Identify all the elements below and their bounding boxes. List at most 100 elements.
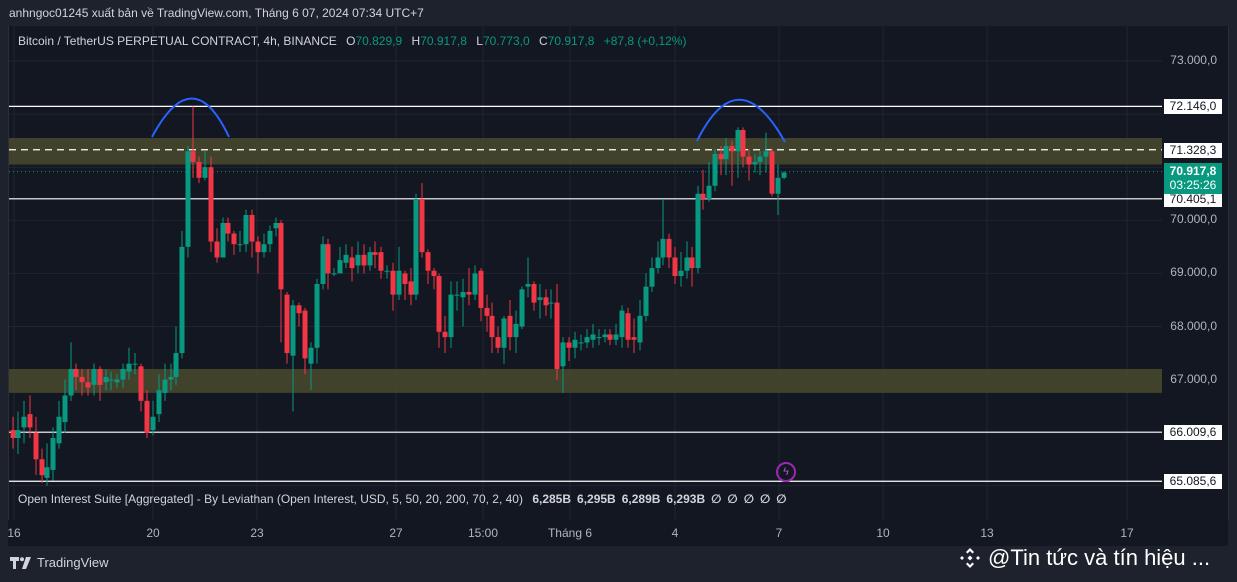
candle-body xyxy=(278,222,284,290)
candle-body xyxy=(454,294,460,296)
candle-body xyxy=(308,347,314,364)
candle-body xyxy=(413,199,419,295)
candle-body xyxy=(196,161,202,178)
level-price-tag: 66.009,6 xyxy=(1164,425,1222,441)
time-tick: 20 xyxy=(146,526,160,540)
candle-body xyxy=(596,337,602,339)
tv-logo-icon xyxy=(10,556,31,569)
candle-body xyxy=(537,297,543,300)
candle-body xyxy=(548,302,554,304)
candle-body xyxy=(68,368,74,396)
candle-body xyxy=(302,310,308,359)
low-value: 70.773,0 xyxy=(482,34,530,48)
price-tick: 69.000,0 xyxy=(1170,265,1217,280)
candle-body xyxy=(554,302,560,369)
indicator-title[interactable]: Open Interest Suite [Aggregated] - By Le… xyxy=(18,492,523,506)
price-zone xyxy=(9,137,1162,165)
candle-body xyxy=(752,161,758,165)
level-price-tag: 71.328,3 xyxy=(1164,142,1222,158)
high-label: H xyxy=(411,34,421,48)
candle-body xyxy=(712,153,718,186)
candle-body xyxy=(179,246,185,354)
candle-body xyxy=(120,368,126,380)
candle-body xyxy=(495,337,501,348)
indicator-value: 6,285B xyxy=(532,492,572,506)
candle-body xyxy=(735,130,741,152)
candle-body xyxy=(10,430,16,439)
candle-body xyxy=(572,339,578,348)
candle-body xyxy=(436,276,442,332)
candle-body xyxy=(472,273,478,295)
indicator-value: 6,289B xyxy=(621,492,661,506)
candle-body xyxy=(723,145,729,160)
last-price: 70.917,8 xyxy=(1169,164,1217,178)
candle-body xyxy=(763,151,769,157)
candle-body xyxy=(700,193,706,200)
candle-body xyxy=(666,238,672,258)
double-top-arc-left xyxy=(151,97,230,138)
candle-body xyxy=(220,222,226,258)
indicator-value: 6,293B xyxy=(666,492,706,506)
candle-body xyxy=(367,252,373,266)
candle-body xyxy=(566,342,572,348)
price-tick: 73.000,0 xyxy=(1170,53,1217,67)
candle-body xyxy=(15,430,21,439)
candle-body xyxy=(261,244,267,253)
candle-body xyxy=(729,145,735,152)
candle-body xyxy=(431,270,437,277)
candle-body xyxy=(513,323,519,338)
candle-body xyxy=(237,244,243,246)
candle-body xyxy=(50,438,56,470)
candle-body xyxy=(718,153,724,160)
candle-body xyxy=(757,156,763,162)
candle-body xyxy=(396,270,402,295)
candle-body xyxy=(138,366,144,401)
candle-body xyxy=(660,238,666,258)
candle-body xyxy=(97,368,103,385)
candle-body xyxy=(531,284,537,303)
candle-body xyxy=(27,414,33,428)
candle-body xyxy=(62,395,68,423)
candle-body xyxy=(684,257,690,271)
candle-body xyxy=(613,334,619,340)
price-tick: 70.000,0 xyxy=(1170,212,1217,227)
indicator-value: ∅ xyxy=(776,492,787,506)
candle-body xyxy=(21,416,27,428)
candle-body xyxy=(489,315,495,338)
candle-body xyxy=(208,167,214,242)
candle-body xyxy=(775,177,781,194)
symbol-title[interactable]: Bitcoin / TetherUS PERPETUAL CONTRACT, 4… xyxy=(18,34,337,48)
candle-body xyxy=(578,342,584,344)
candle-body xyxy=(560,342,566,367)
time-axis[interactable] xyxy=(8,520,1228,546)
time-tick: 17 xyxy=(1120,526,1134,540)
candle-body xyxy=(144,400,150,433)
candle-body xyxy=(643,286,649,316)
candle-body xyxy=(378,252,384,271)
candle-body xyxy=(740,130,746,157)
candle-body xyxy=(314,284,320,348)
tradingview-logo: TradingView xyxy=(10,555,109,570)
indicator-value: ∅ xyxy=(711,492,722,506)
candle-body xyxy=(73,368,79,377)
brand-name: TradingView xyxy=(37,555,109,570)
candle-body xyxy=(225,222,231,234)
candle-body xyxy=(79,376,85,383)
candle-body xyxy=(631,337,637,340)
candle-body xyxy=(190,151,196,162)
candle-body xyxy=(525,284,531,287)
candle-body xyxy=(355,254,361,266)
time-tick: 13 xyxy=(980,526,994,540)
bar-countdown: 03:25:26 xyxy=(1169,178,1217,192)
level-price-tag: 65.085,6 xyxy=(1164,474,1222,490)
candle-body xyxy=(781,172,787,178)
candle-body xyxy=(231,233,237,245)
candle-body xyxy=(273,222,279,229)
candle-body xyxy=(156,390,162,415)
candle-body xyxy=(746,156,752,165)
candle-body xyxy=(519,289,525,327)
candle-body xyxy=(114,379,120,383)
lightning-event-icon[interactable]: ϟ xyxy=(776,462,796,482)
close-value: 70.917,8 xyxy=(547,34,595,48)
